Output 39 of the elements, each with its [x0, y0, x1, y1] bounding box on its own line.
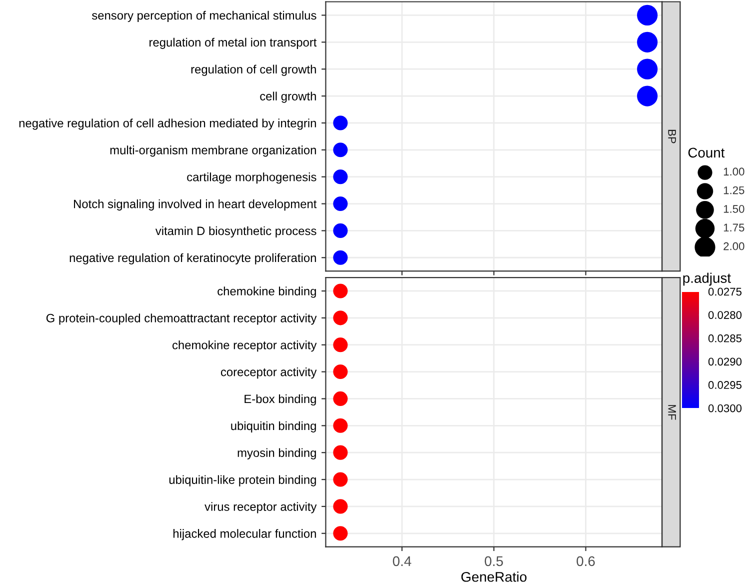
x-tick-label: 0.6 [576, 556, 595, 566]
text: MF [668, 405, 676, 420]
y-tick-label: virus receptor activity [204, 502, 317, 514]
text: BP [668, 130, 676, 144]
y-tick-label: G protein-coupled chemoattractant receptor activity [46, 314, 317, 325]
y-tick-label: hijacked molecular function [173, 529, 316, 540]
y-tick-label: ubiquitin binding [231, 421, 316, 432]
x-tick-label: 0.4 [392, 556, 412, 566]
y-tick-label: ubiquitin-like protein binding [169, 475, 316, 486]
color-bar-label: 0.0300 [708, 404, 742, 412]
x-axis-title: GeneRatio [461, 572, 526, 582]
color-bar-label: 0.0290 [708, 358, 742, 366]
y-tick-label: negative regulation of cell adhesion mediated by integrin [19, 118, 316, 130]
y-tick-label: chemokine binding [218, 286, 316, 298]
legend-label: 1.75 [724, 224, 744, 232]
y-tick-label: E-box binding [244, 394, 316, 406]
color-bar-label: 0.0295 [708, 381, 742, 389]
legend-label: 1.50 [724, 204, 744, 213]
legend-label: 2.00 [724, 242, 744, 250]
color-bar-label: 0.0280 [708, 311, 742, 319]
y-tick-label: regulation of metal ion transport [150, 38, 317, 49]
y-tick-label: vitamin D biosynthetic process [155, 226, 316, 238]
y-tick-label: cartilage morphogenesis [187, 172, 316, 184]
y-tick-label: myosin binding [238, 448, 316, 460]
color-bar-label: 0.0275 [708, 288, 742, 296]
legend-label: 1.00 [724, 168, 744, 176]
y-tick-label: cell growth [260, 92, 316, 103]
y-tick-label: sensory perception of mechanical stimulus [92, 10, 316, 22]
y-tick-label: Notch signaling involved in heart development [74, 199, 317, 211]
y-tick-label: negative regulation of keratinocyte proliferation [70, 253, 316, 264]
x-tick-label: 0.5 [484, 556, 503, 566]
y-tick-label: regulation of cell growth [191, 64, 316, 76]
color-bar-title: p.adjust [683, 272, 731, 286]
y-tick-label: coreceptor activity [220, 367, 317, 379]
legend-title: Count [688, 148, 725, 158]
y-tick-label: chemokine receptor activity [172, 340, 317, 352]
y-tick-label: multi-organism membrane organization [110, 146, 316, 157]
legend-label: 1.25 [724, 186, 744, 194]
color-bar-label: 0.0285 [708, 334, 742, 342]
